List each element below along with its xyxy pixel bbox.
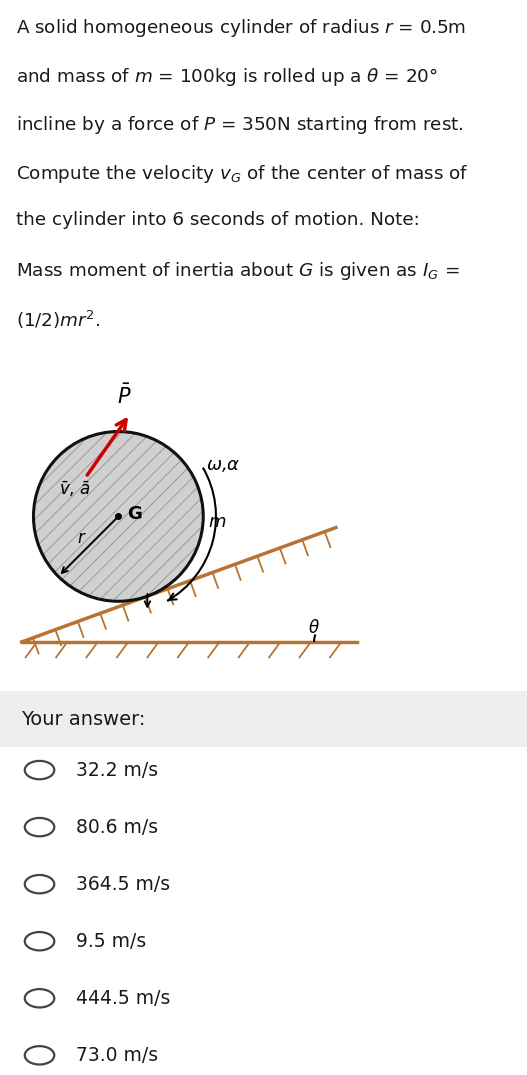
- Text: r: r: [77, 529, 84, 547]
- Text: A solid homogeneous cylinder of radius $r$ = 0.5m: A solid homogeneous cylinder of radius $…: [16, 17, 465, 40]
- Text: $(1/2)mr^2$.: $(1/2)mr^2$.: [16, 309, 100, 330]
- Text: incline by a force of $P$ = 350N starting from rest.: incline by a force of $P$ = 350N startin…: [16, 114, 464, 137]
- Text: 80.6 m/s: 80.6 m/s: [76, 818, 159, 836]
- Text: $\bar{P}$: $\bar{P}$: [118, 384, 132, 407]
- Text: $\bar{v}$, $\bar{a}$: $\bar{v}$, $\bar{a}$: [59, 479, 91, 499]
- Text: and mass of $m$ = 100kg is rolled up a $\theta$ = 20°: and mass of $m$ = 100kg is rolled up a $…: [16, 66, 438, 88]
- Text: Mass moment of inertia about $G$ is given as $I_G$ =: Mass moment of inertia about $G$ is give…: [16, 260, 460, 282]
- Text: Your answer:: Your answer:: [21, 710, 145, 729]
- Text: 364.5 m/s: 364.5 m/s: [76, 875, 171, 893]
- Text: the cylinder into 6 seconds of motion. Note:: the cylinder into 6 seconds of motion. N…: [16, 212, 419, 229]
- Text: Compute the velocity $v_G$ of the center of mass of: Compute the velocity $v_G$ of the center…: [16, 163, 469, 185]
- Text: $\theta$: $\theta$: [308, 619, 319, 636]
- Text: $\omega$,$\alpha$: $\omega$,$\alpha$: [206, 456, 240, 474]
- Text: 73.0 m/s: 73.0 m/s: [76, 1046, 159, 1065]
- Text: 32.2 m/s: 32.2 m/s: [76, 761, 159, 779]
- Text: 444.5 m/s: 444.5 m/s: [76, 989, 171, 1007]
- Text: $m$: $m$: [208, 513, 227, 531]
- Text: 9.5 m/s: 9.5 m/s: [76, 932, 147, 950]
- Text: G: G: [128, 505, 142, 522]
- Circle shape: [34, 431, 203, 601]
